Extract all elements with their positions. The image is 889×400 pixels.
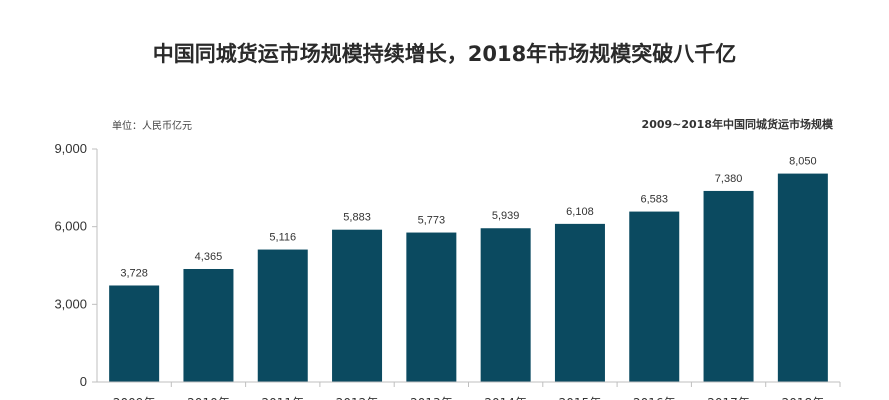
- data-label: 5,773: [418, 215, 446, 227]
- bar: [257, 249, 308, 382]
- bar: [183, 268, 234, 382]
- y-tick-label: 0: [80, 374, 87, 389]
- bar: [554, 223, 605, 382]
- bar: [777, 173, 828, 382]
- data-label: 6,583: [640, 194, 668, 206]
- x-tick-label: 2018年: [782, 396, 825, 400]
- x-tick-label: 2016年: [633, 396, 676, 400]
- x-tick-label: 2013年: [410, 396, 453, 400]
- bar: [332, 229, 383, 382]
- data-label: 7,380: [715, 173, 743, 185]
- x-tick-label: 2015年: [559, 396, 602, 400]
- bar: [480, 228, 531, 382]
- bar: [703, 190, 754, 382]
- data-label: 6,108: [566, 206, 594, 218]
- x-tick-label: 2017年: [707, 396, 750, 400]
- y-tick-label: 9,000: [54, 141, 87, 156]
- page-title: 中国同城货运市场规模持续增长，2018年市场规模突破八千亿: [152, 42, 737, 66]
- bar: [406, 232, 457, 382]
- data-label: 3,728: [120, 267, 148, 279]
- y-tick-label: 6,000: [54, 219, 87, 234]
- x-tick-label: 2014年: [484, 396, 527, 400]
- bar: [629, 211, 680, 382]
- x-tick-label: 2012年: [336, 396, 379, 400]
- x-tick-label: 2009年: [113, 396, 156, 400]
- unit-label: 单位：人民币亿元: [112, 121, 192, 132]
- data-label: 5,939: [492, 210, 520, 222]
- chart-subtitle: 2009~2018年中国同城货运市场规模: [641, 118, 833, 131]
- data-label: 5,116: [269, 232, 296, 244]
- data-label: 4,365: [195, 251, 223, 263]
- x-tick-label: 2011年: [261, 396, 304, 400]
- x-tick-label: 2010年: [187, 396, 230, 400]
- data-label: 5,883: [343, 212, 371, 224]
- data-label: 8,050: [789, 156, 817, 168]
- bar: [109, 285, 160, 382]
- y-tick-label: 3,000: [54, 296, 87, 311]
